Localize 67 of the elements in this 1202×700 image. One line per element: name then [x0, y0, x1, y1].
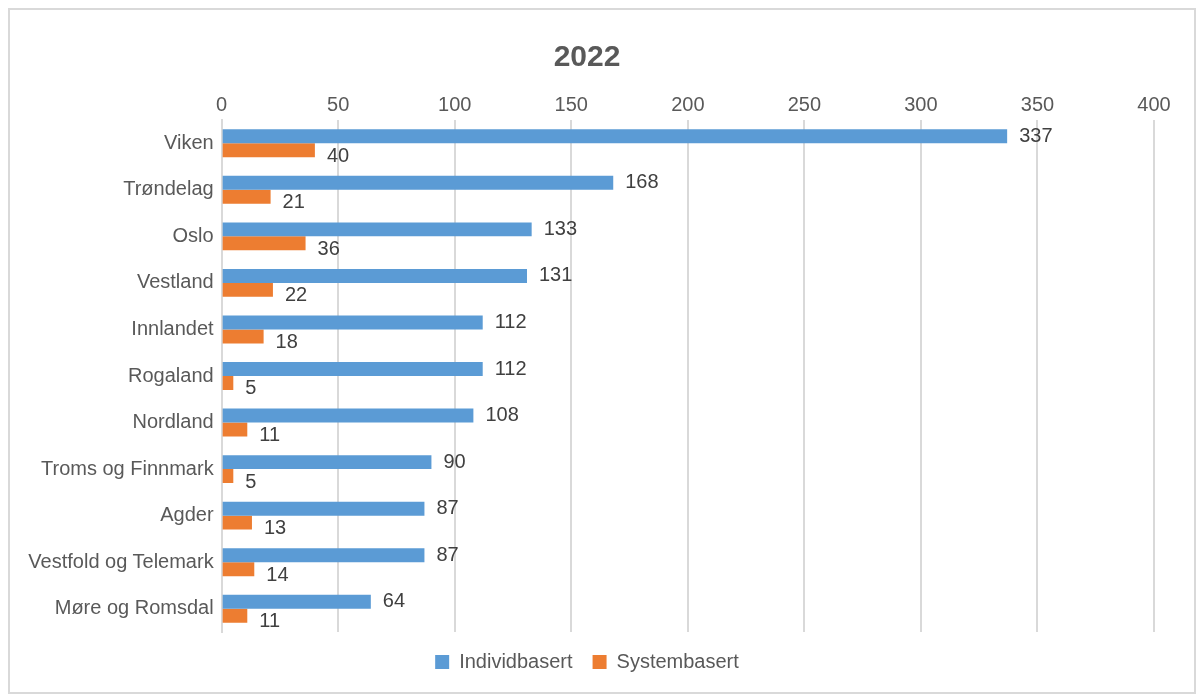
x-tick-label: 200	[671, 92, 705, 115]
bar	[222, 282, 273, 297]
y-tick-label: Oslo	[172, 223, 214, 246]
data-label: 11	[259, 609, 281, 632]
y-tick-label: Trøndelag	[123, 177, 214, 200]
data-label: 14	[266, 562, 289, 585]
bar	[222, 422, 248, 437]
data-label: 21	[282, 190, 305, 213]
bar	[222, 268, 527, 283]
bar	[222, 129, 1008, 144]
data-label: 22	[284, 283, 308, 306]
bar	[222, 469, 234, 484]
data-label: 5	[245, 469, 257, 492]
data-label: 40	[326, 143, 350, 166]
y-tick-label: Rogaland	[128, 363, 214, 386]
data-label: 131	[539, 263, 573, 286]
bar	[222, 408, 474, 423]
bar	[222, 143, 315, 158]
y-tick-label: Agder	[160, 503, 214, 526]
data-label: 337	[1019, 123, 1053, 146]
bar	[222, 315, 483, 330]
y-tick-label: Vestfold og Telemark	[28, 549, 215, 572]
data-label: 13	[263, 516, 287, 539]
y-tick-label: Viken	[163, 130, 214, 153]
x-tick-label: 400	[1137, 92, 1171, 115]
bar	[222, 189, 271, 204]
data-label: 112	[494, 356, 527, 379]
legend-label: Individbasert	[459, 649, 574, 672]
data-label: 11	[259, 423, 281, 446]
data-label: 133	[543, 216, 578, 239]
chart-title: 2022	[553, 39, 621, 73]
x-tick-label: 300	[904, 92, 938, 115]
data-label: 112	[494, 309, 527, 332]
bar	[222, 562, 255, 577]
bar	[222, 455, 432, 470]
bar	[222, 548, 425, 563]
y-tick-label: Nordland	[132, 410, 214, 433]
x-tick-label: 250	[787, 92, 822, 115]
data-label: 18	[275, 329, 298, 352]
bar	[222, 594, 371, 609]
bar	[222, 362, 483, 376]
bar	[222, 608, 248, 623]
bar	[222, 376, 234, 390]
legend-label: Systembasert	[616, 649, 740, 672]
x-tick-label: 0	[216, 92, 228, 115]
bar	[222, 175, 614, 190]
bar	[222, 501, 425, 516]
y-tick-label: Møre og Romsdal	[54, 596, 214, 619]
x-tick-label: 100	[438, 92, 472, 115]
x-tick-label: 150	[554, 92, 588, 115]
data-label: 64	[382, 589, 406, 612]
x-tick-label: 350	[1020, 92, 1055, 115]
bar	[222, 236, 306, 251]
data-label: 5	[245, 376, 257, 399]
y-tick-label: Vestland	[136, 270, 214, 293]
y-tick-label: Innlandet	[131, 316, 215, 339]
bar	[222, 515, 252, 530]
data-label: 90	[443, 449, 466, 472]
data-label: 87	[436, 542, 459, 565]
bar	[222, 329, 264, 344]
data-label: 87	[436, 496, 459, 519]
x-tick-label: 50	[327, 92, 350, 115]
data-label: 36	[317, 236, 340, 259]
data-label: 108	[485, 403, 519, 426]
y-tick-label: Troms og Finnmark	[41, 456, 215, 479]
bar	[222, 222, 532, 237]
data-label: 168	[625, 170, 659, 193]
